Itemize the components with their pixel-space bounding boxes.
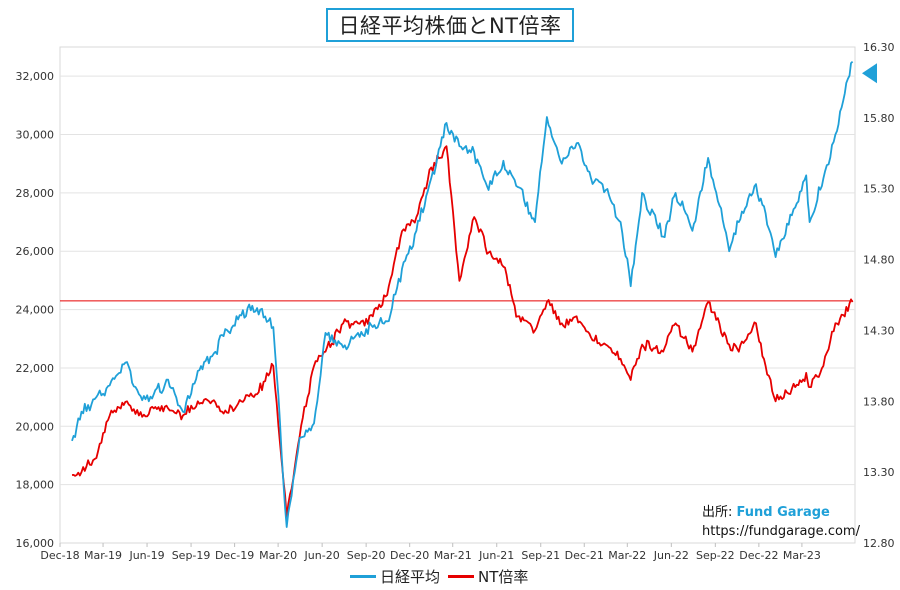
- x-tick-label: Jun-20: [304, 549, 340, 562]
- left-tick-label: 22,000: [16, 362, 55, 375]
- chart-title: 日経平均株価とNT倍率: [326, 8, 574, 42]
- x-tick-label: Dec-18: [40, 549, 79, 562]
- left-tick-label: 16,000: [16, 537, 55, 550]
- x-tick-label: Mar-22: [608, 549, 646, 562]
- x-axis-ticks: Dec-18 Mar-19 Jun-19 Sep-19 Dec-19 Mar-20 Jun-…: [40, 543, 821, 562]
- x-tick-label: Mar-23: [783, 549, 821, 562]
- x-tick-label: Jun-19: [128, 549, 164, 562]
- legend-label-nt-ratio: NT倍率: [478, 568, 529, 586]
- x-tick-label: Sep-19: [172, 549, 211, 562]
- left-tick-label: 18,000: [16, 479, 55, 492]
- latest-value-marker: [862, 63, 877, 84]
- source-url[interactable]: https://fundgarage.com/: [702, 524, 860, 539]
- x-tick-label: Dec-22: [739, 549, 778, 562]
- left-tick-label: 20,000: [16, 420, 55, 433]
- x-tick-label: Dec-19: [215, 549, 254, 562]
- legend-label-nikkei: 日経平均: [380, 568, 441, 586]
- right-tick-label: 16.30: [863, 41, 895, 54]
- x-tick-label: Sep-21: [521, 549, 560, 562]
- legend-item-nt-ratio: NT倍率: [448, 566, 528, 587]
- left-tick-label: 32,000: [16, 70, 55, 83]
- series-line-nt-ratio: [71, 145, 854, 519]
- source-label: 出所:: [702, 505, 733, 520]
- left-tick-label: 28,000: [16, 187, 55, 200]
- legend: 日経平均 NT倍率: [350, 566, 536, 587]
- left-tick-label: 30,000: [16, 129, 55, 142]
- x-tick-label: Mar-19: [84, 549, 122, 562]
- x-tick-label: Mar-21: [434, 549, 472, 562]
- left-tick-label: 24,000: [16, 304, 55, 317]
- right-tick-label: 15.80: [863, 112, 895, 125]
- x-tick-label: Sep-22: [696, 549, 735, 562]
- left-tick-label: 26,000: [16, 245, 55, 258]
- right-tick-label: 14.30: [863, 324, 895, 337]
- x-tick-label: Dec-21: [565, 549, 604, 562]
- gridlines: [60, 75, 855, 486]
- x-tick-label: Sep-20: [347, 549, 386, 562]
- legend-swatch-nt-ratio: [448, 575, 475, 578]
- series-line-nikkei: [71, 60, 854, 528]
- marker-group: [862, 63, 877, 84]
- right-tick-label: 12.80: [863, 537, 895, 550]
- right-tick-label: 15.30: [863, 183, 895, 196]
- source-brand: Fund Garage: [736, 505, 830, 520]
- series-group: [71, 60, 854, 528]
- right-tick-label: 14.80: [863, 254, 895, 267]
- plot-area: [59, 46, 856, 544]
- plot-frame: [59, 46, 856, 544]
- x-tick-label: Jun-21: [478, 549, 514, 562]
- right-tick-label: 13.80: [863, 395, 895, 408]
- right-axis-ticks: 12.80 13.30 13.80 14.30 14.80 15.30 15.80 16.30: [863, 41, 895, 550]
- x-tick-label: Mar-20: [259, 549, 297, 562]
- x-tick-label: Dec-20: [390, 549, 429, 562]
- x-tick-label: Jun-22: [653, 549, 689, 562]
- legend-swatch-nikkei: [350, 575, 376, 578]
- left-axis-ticks: 16,000 18,000 20,000 22,000 24,000 26,000 28,0…: [16, 70, 55, 550]
- right-tick-label: 13.30: [863, 466, 895, 479]
- source-note: 出所: Fund Garage https://fundgarage.com/: [702, 503, 860, 541]
- legend-item-nikkei: 日経平均: [350, 566, 440, 587]
